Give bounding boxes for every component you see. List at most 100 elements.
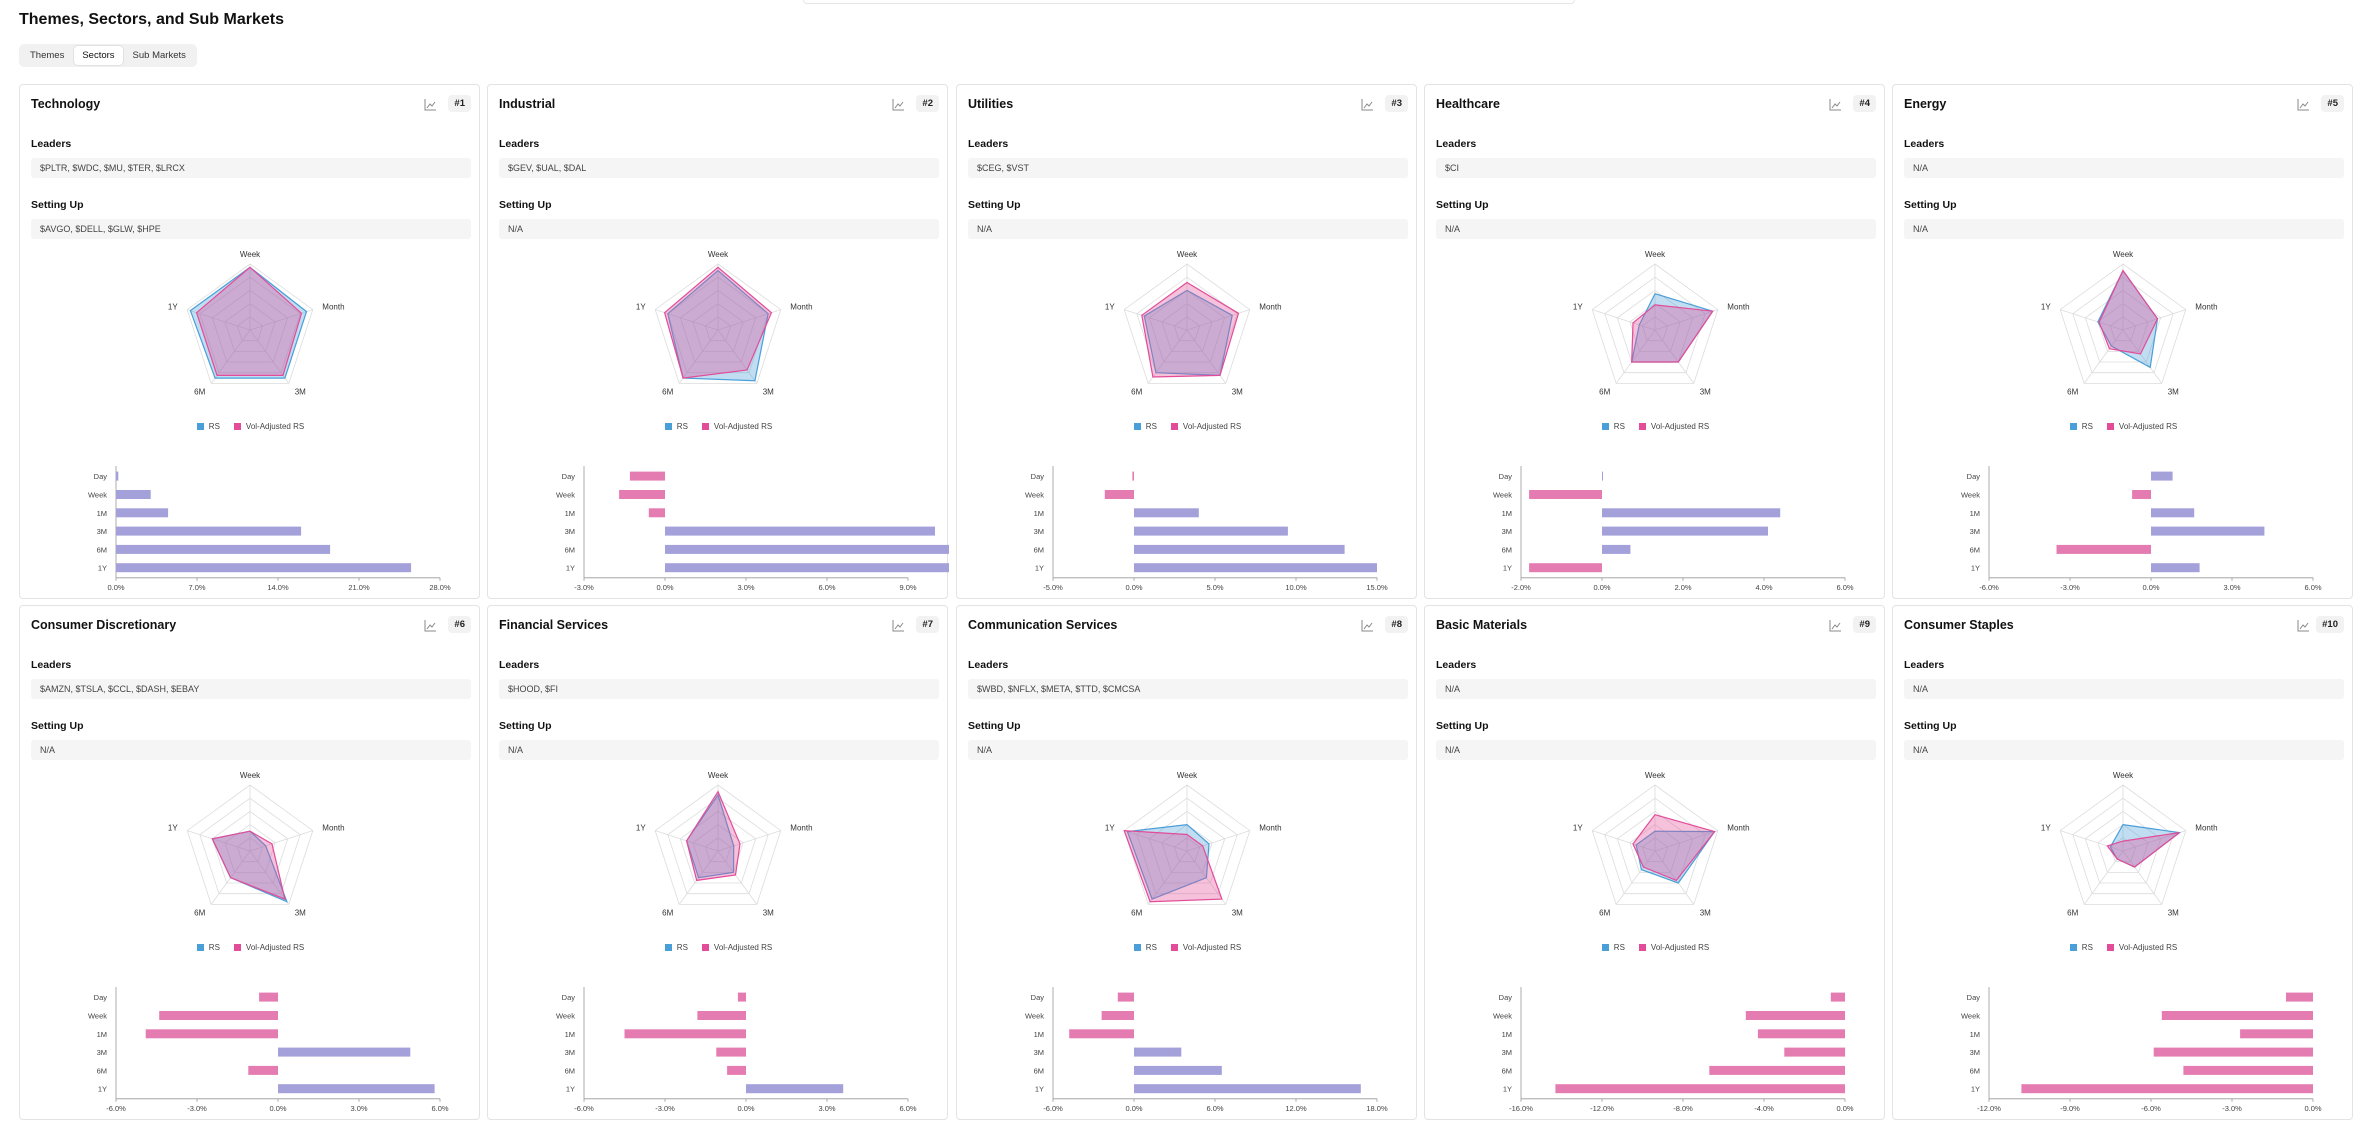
bar-1m [116,508,169,518]
bar-chart: Day Week 1M 3M 6M 1Y 0.0% 7.0% 14.0% 21.0% 28.0% [88,466,451,592]
radar-axis-label: 6M [1599,909,1610,918]
legend-item-vol[interactable]: Vol-Adjusted RS [1170,422,1241,431]
bar-day [1117,992,1134,1002]
bar-category-label: Day [1499,993,1513,1002]
tab-sectors[interactable]: Sectors [74,46,123,65]
radar-grid-ring [1641,316,1669,342]
radar-grid-ring [1604,797,1706,895]
legend-item-rs[interactable]: RS [1601,422,1625,431]
legend-item-vol[interactable]: Vol-Adjusted RS [701,943,773,952]
tab-sub-markets[interactable]: Sub Markets [132,50,186,61]
setting-up-label: Setting Up [1436,720,1489,732]
rs-swatch [2069,944,2077,951]
rs-swatch [2069,423,2077,430]
chart-icon[interactable] [2296,619,2310,633]
chart-icon[interactable] [423,98,437,112]
radar-spoke [2083,850,2124,905]
radar-grid-ring [1604,276,1706,374]
legend-item-vol[interactable]: Vol-Adjusted RS [233,943,304,952]
radar-spoke [1654,850,1695,905]
chart-icon[interactable] [1360,619,1374,633]
vol-swatch [233,944,241,951]
x-tick-label: 6.0% [431,1104,448,1113]
bar-chart: Day Week 1M 3M 6M 1Y -6.0% -3.0% 0.0% 3.0% 6.0% [1961,466,2322,592]
chart-icon[interactable] [1360,98,1374,112]
radar-grid-ring [211,289,289,363]
legend-item-vol[interactable]: Vol-Adjusted RS [2106,422,2178,431]
legend-item-rs[interactable]: RS [664,422,688,431]
chart-icon[interactable] [891,98,905,112]
radar-grid-ring [692,824,744,873]
tab-themes[interactable]: Themes [30,50,65,61]
legend-item-rs[interactable]: RS [2069,943,2093,952]
legend-item-vol[interactable]: Vol-Adjusted RS [701,422,772,431]
legend-item-rs[interactable]: RS [664,943,688,952]
x-tick-label: -3.0% [2222,1104,2242,1113]
x-tick-label: 6.0% [818,583,835,592]
x-tick-label: -3.0% [2060,583,2080,592]
radar-axis-label: Week [1177,250,1198,259]
legend-item-vol[interactable]: Vol-Adjusted RS [1638,943,1709,952]
legend-item-vol[interactable]: Vol-Adjusted RS [2106,943,2177,952]
radar-series-vol [1632,814,1716,882]
setting-up-field: N/A [1904,740,2344,760]
radar-grid-ring [1161,824,1213,873]
legend-item-rs[interactable]: RS [196,943,220,952]
legend-vol-label: Vol-Adjusted RS [713,943,773,952]
bar-3m [116,526,302,536]
radar-axis-label: 3M [1700,388,1711,397]
radar-axis-label: 1Y [1105,824,1115,833]
bar-6m [248,1065,278,1075]
legend-vol-label: Vol-Adjusted RS [2118,422,2178,431]
sector-title: Energy [1904,97,1947,111]
x-tick-label: -3.0% [655,1104,675,1113]
radar-axis-label: Month [322,303,344,312]
chart-icon[interactable] [891,619,905,633]
chart-icon[interactable] [1828,619,1842,633]
bar-category-label: 3M [565,527,575,536]
bar-category-label: 6M [1502,1066,1512,1075]
bar-3m [2153,1047,2313,1057]
radar-grid-ring [667,797,769,895]
bar-category-label: 1Y [1971,564,1980,573]
bar-category-label: 6M [1970,1066,1980,1075]
bar-day [629,471,665,481]
bar-category-label: 6M [1034,545,1044,554]
legend-item-vol[interactable]: Vol-Adjusted RS [1638,422,1709,431]
rs-swatch [1133,423,1141,430]
legend-item-rs[interactable]: RS [1133,943,1157,952]
bar-day [1830,992,1845,1002]
bar-category-label: 6M [1970,545,1980,554]
radar-axis-label: 3M [1700,909,1711,918]
radar-series-vol [1631,304,1714,363]
bar-1y [116,563,412,573]
radar-spoke [1124,309,1188,331]
x-tick-label: 6.0% [1836,583,1853,592]
radar-series-vol [195,266,303,376]
chart-icon[interactable] [2296,98,2310,112]
radar-grid-ring [1591,784,1719,905]
setting-up-label: Setting Up [1904,199,1957,211]
bar-1m [624,1029,746,1039]
radar-spoke [249,309,313,331]
leaders-label: Leaders [968,138,1009,150]
legend-item-vol[interactable]: Vol-Adjusted RS [1170,943,1241,952]
radar-axis-label: 3M [1232,909,1243,918]
radar-axis-label: 1Y [1573,824,1583,833]
top-search-bar-edge[interactable] [803,0,1575,4]
legend-item-vol[interactable]: Vol-Adjusted RS [233,422,304,431]
legend-item-rs[interactable]: RS [2069,422,2093,431]
legend-item-rs[interactable]: RS [1601,943,1625,952]
radar-series-rs [1126,823,1210,900]
bar-1m [145,1029,278,1039]
x-tick-label: -9.0% [2060,1104,2080,1113]
x-tick-label: -6.0% [106,1104,126,1113]
x-tick-label: -12.0% [1977,1104,2001,1113]
chart-icon[interactable] [1828,98,1842,112]
radar-grid-ring [1148,289,1226,363]
legend-item-rs[interactable]: RS [1133,422,1157,431]
bar-6m [1134,1065,1222,1075]
chart-icon[interactable] [423,619,437,633]
legend-rs-label: RS [208,422,220,431]
legend-item-rs[interactable]: RS [196,422,220,431]
